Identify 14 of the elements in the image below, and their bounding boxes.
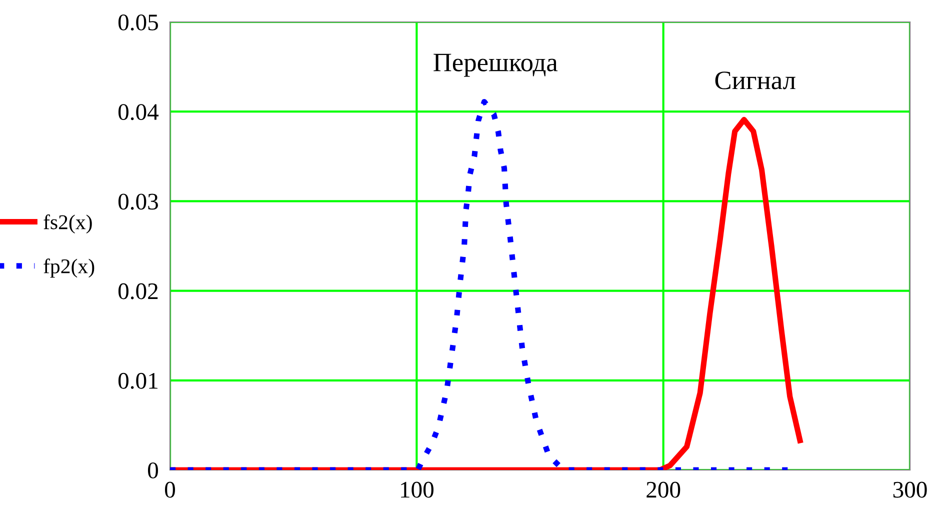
y-tick-label: 0.03	[118, 194, 158, 210]
y-tick-label: 0.02	[118, 283, 158, 300]
x-tick-label: 200	[646, 482, 680, 498]
y-tick-label: 0.04	[118, 104, 159, 120]
y-tick-label: 0.01	[118, 372, 158, 389]
annotation: Перешкода	[434, 54, 558, 77]
legend-label: fp2(x)	[44, 258, 94, 278]
y-tick-label: 0	[148, 462, 158, 478]
y-tick-label: 0.05	[118, 14, 158, 31]
x-tick-label: 100	[401, 482, 434, 498]
legend-label: fs2(x)	[44, 214, 92, 234]
annotation: Сигнал	[715, 72, 796, 90]
x-tick-label: 300	[893, 482, 927, 498]
x-tick-label: 0	[164, 482, 176, 498]
